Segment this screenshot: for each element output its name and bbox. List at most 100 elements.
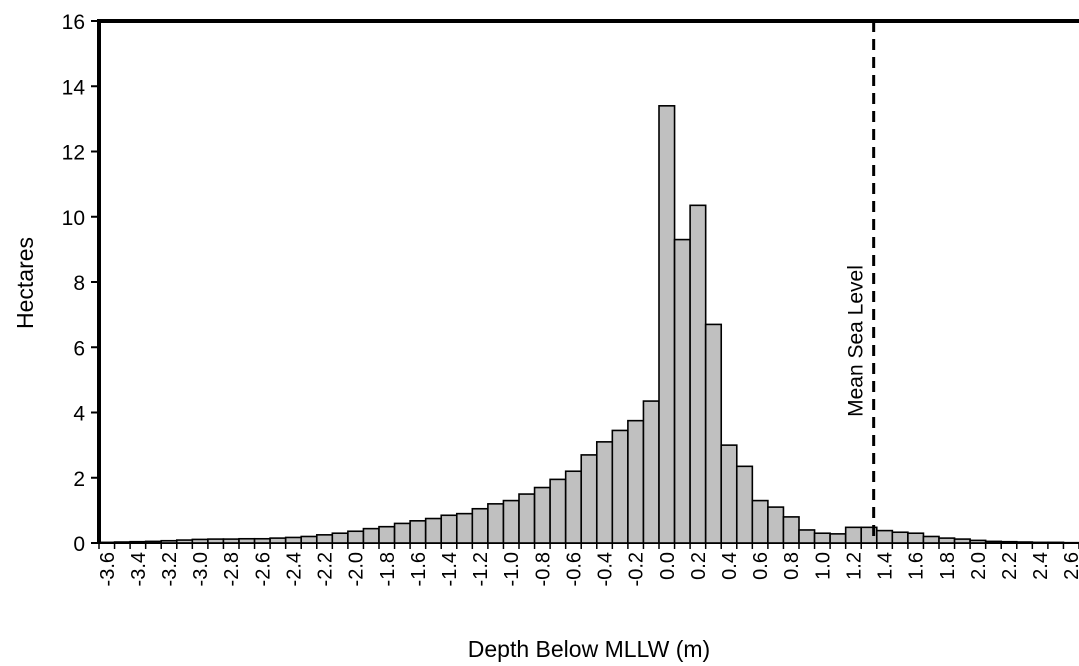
histogram-bar xyxy=(409,520,427,544)
histogram-bar xyxy=(642,400,660,544)
histogram-bar xyxy=(813,532,831,544)
annotations-group: Mean Sea Level xyxy=(845,21,876,543)
x-tick-label: -0.8 xyxy=(532,552,554,586)
x-tick-label: -1.6 xyxy=(408,552,430,586)
x-tick-label: -1.0 xyxy=(501,552,523,586)
histogram-bar xyxy=(300,535,318,544)
y-tick-label: 8 xyxy=(73,272,85,295)
x-tick-label: -1.2 xyxy=(470,552,492,586)
x-tick-label: -1.8 xyxy=(377,552,399,586)
histogram-bar xyxy=(238,537,256,544)
histogram-bar xyxy=(455,512,474,544)
histogram-bar xyxy=(798,529,816,544)
x-tick-label: -2.8 xyxy=(221,552,243,586)
histogram-bar xyxy=(487,503,505,544)
histogram-bar xyxy=(689,204,707,544)
x-tick-label: 2.6 xyxy=(1061,552,1079,580)
x-tick-label: 0.6 xyxy=(750,552,772,580)
histogram-bar xyxy=(113,541,131,544)
histogram-bar xyxy=(984,540,1003,544)
histogram-bar xyxy=(953,538,971,544)
histogram-bar xyxy=(782,516,800,544)
x-tick-label: 1.8 xyxy=(937,552,959,580)
histogram-bar xyxy=(907,532,925,544)
histogram-bar xyxy=(253,537,271,544)
y-tick-label: 10 xyxy=(62,207,85,230)
y-tick-label: 6 xyxy=(73,337,85,360)
x-tick-label: 1.2 xyxy=(843,552,865,580)
histogram-bar xyxy=(580,454,598,544)
histogram-bar xyxy=(751,499,769,544)
x-tick-label: -1.4 xyxy=(439,552,461,586)
y-tick-label: 4 xyxy=(73,403,85,426)
histogram-bar xyxy=(704,323,723,544)
x-tick-label: -2.0 xyxy=(346,552,368,586)
x-tick-label: 1.6 xyxy=(906,552,928,580)
x-tick-label: 1.0 xyxy=(812,552,834,580)
histogram-bar xyxy=(518,493,536,544)
histogram-bar xyxy=(767,506,785,544)
histogram-bar xyxy=(735,465,754,544)
histogram-bar xyxy=(175,539,194,544)
x-tick-label: -2.6 xyxy=(252,552,274,586)
y-axis-ticks: 0 2 4 6 8 10 12 14 16 xyxy=(62,11,99,556)
histogram-bar xyxy=(875,529,894,544)
histogram-bar xyxy=(222,538,240,544)
y-tick-label: 12 xyxy=(62,142,85,165)
x-tick-label: 2.4 xyxy=(1030,552,1052,580)
x-tick-label: 0.2 xyxy=(688,552,710,580)
histogram-bar xyxy=(347,530,365,544)
x-tick-label: -2.4 xyxy=(283,552,305,586)
histogram-bar xyxy=(829,533,847,544)
histogram-bar xyxy=(969,539,987,544)
histogram-bar xyxy=(191,538,209,544)
histogram-bar xyxy=(284,536,303,544)
histogram-bar xyxy=(549,478,567,544)
x-tick-label: 2.0 xyxy=(968,552,990,580)
histogram-bar xyxy=(1031,541,1049,544)
y-tick-label: 16 xyxy=(62,11,85,34)
histogram-bar xyxy=(658,105,676,544)
y-tick-label: 2 xyxy=(73,468,85,491)
histogram-bar xyxy=(471,507,489,544)
x-axis-title: Depth Below MLLW (m) xyxy=(468,636,710,662)
x-tick-label: 0.0 xyxy=(657,552,679,580)
bars-group xyxy=(98,105,1079,544)
y-tick-label: 14 xyxy=(62,76,86,99)
x-tick-label: -3.4 xyxy=(128,552,150,586)
histogram-bar xyxy=(331,532,349,544)
x-tick-label: -0.6 xyxy=(563,552,585,586)
histogram-bar xyxy=(1015,541,1034,544)
x-tick-label: -0.4 xyxy=(595,552,617,586)
x-tick-label: -3.0 xyxy=(190,552,212,586)
x-tick-label: -3.6 xyxy=(97,552,119,586)
histogram-bar xyxy=(891,531,909,544)
x-axis-ticks: -3.6 -3.4 -3.2 -3.0 -2.8 -2.6 -2.4 -2.2 -2.0 -1.8… xyxy=(97,543,1079,586)
histogram-bar xyxy=(440,514,458,544)
x-tick-label: 1.4 xyxy=(875,552,897,580)
histogram-bar xyxy=(502,499,520,544)
histogram-bar xyxy=(424,517,443,544)
x-tick-label: 2.2 xyxy=(999,552,1021,580)
histogram-bar xyxy=(378,525,396,544)
histogram-bar xyxy=(98,541,116,544)
histogram-bar xyxy=(938,537,956,544)
y-axis-title: Hectares xyxy=(12,237,38,329)
histogram-bar xyxy=(362,527,380,544)
histogram-bar xyxy=(922,535,940,544)
histogram-bar xyxy=(315,534,334,544)
histogram-bar xyxy=(160,539,178,544)
histogram-bar xyxy=(1047,541,1065,544)
histogram-bar xyxy=(564,470,583,544)
histogram-bar xyxy=(720,444,738,544)
histogram-bar xyxy=(673,238,691,544)
x-tick-label: -0.2 xyxy=(626,552,648,586)
mean-sea-level-label: Mean Sea Level xyxy=(845,265,868,417)
x-tick-label: 0.4 xyxy=(719,552,741,580)
histogram-bar xyxy=(393,522,411,544)
histogram-bar xyxy=(595,441,614,544)
histogram-bar xyxy=(844,526,863,544)
histogram-bar xyxy=(627,419,645,544)
histogram-bar xyxy=(533,486,551,544)
y-tick-label: 0 xyxy=(73,533,85,556)
